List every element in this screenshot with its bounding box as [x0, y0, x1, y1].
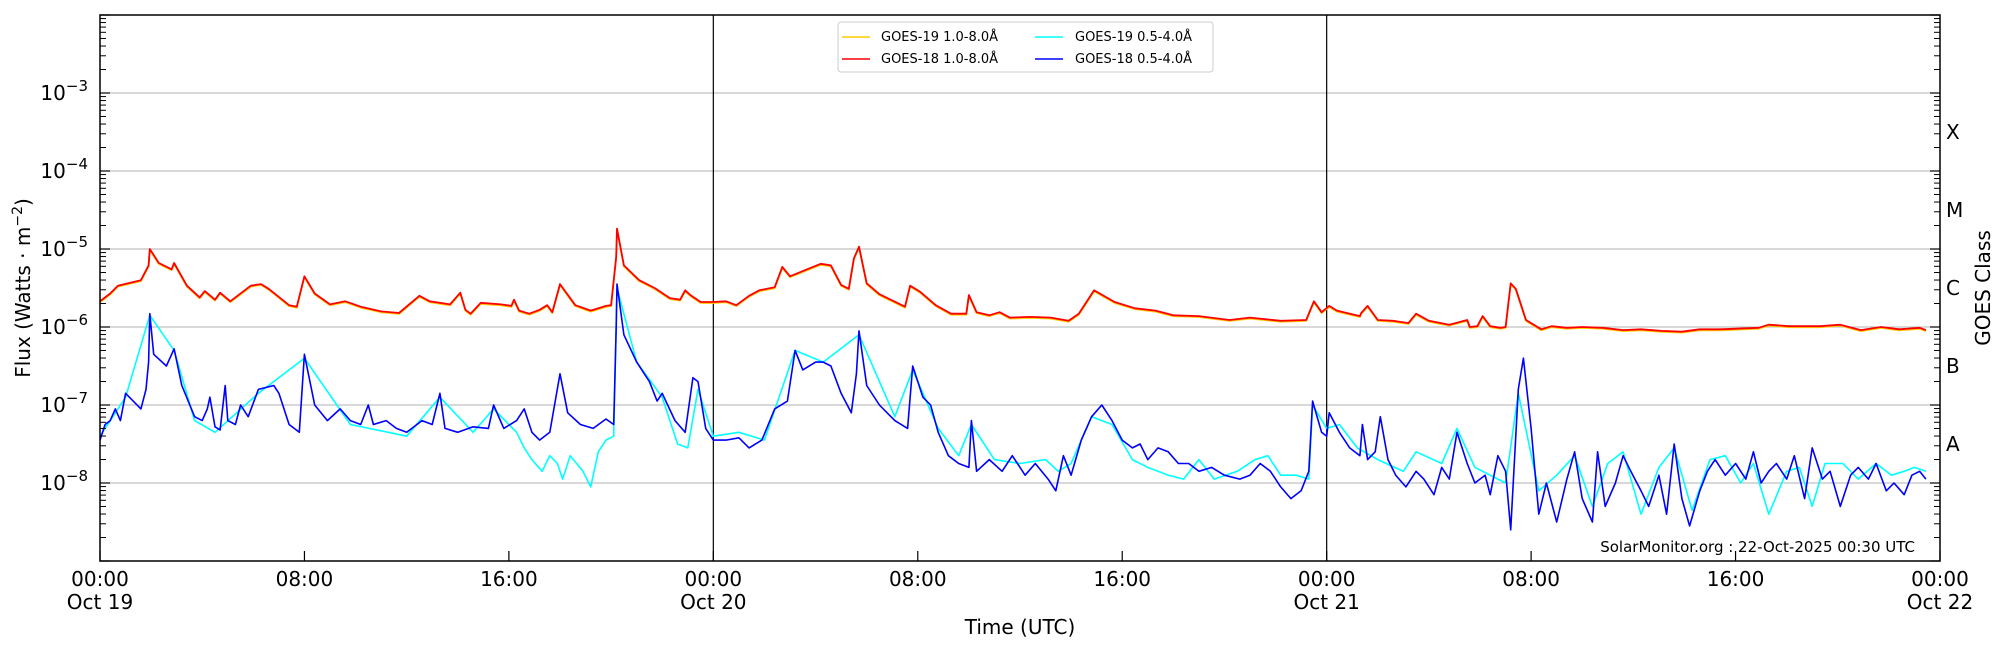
y-tick-labels: 10−3 10−4 10−5 10−6 10−7 10−8	[40, 77, 88, 495]
x-tick-date-label: Oct 20	[680, 590, 746, 614]
series-line-goes-19-0-5-4-0-	[100, 287, 1927, 515]
x-tick-time-label: 08:00	[889, 567, 947, 591]
x-tick-time-label: 08:00	[276, 567, 334, 591]
x-tick-time-label: 00:00	[71, 567, 129, 591]
legend-label: GOES-18 0.5-4.0Å	[1075, 51, 1192, 67]
credit-text: SolarMonitor.org : 22-Oct-2025 00:30 UTC	[1600, 538, 1915, 556]
legend-item-goes19-short: GOES-19 0.5-4.0Å	[1035, 29, 1192, 45]
goes-class-label-x: X	[1946, 120, 1960, 144]
goes-class-label-c: C	[1946, 276, 1960, 300]
x-tick-date-label: Oct 21	[1293, 590, 1359, 614]
y-tick-label: 10−7	[40, 389, 88, 417]
y-tick-label: 10−8	[40, 467, 88, 495]
x-tick-time-label: 16:00	[1707, 567, 1765, 591]
legend-label: GOES-19 1.0-8.0Å	[881, 29, 998, 45]
y-tick-label: 10−5	[40, 233, 88, 261]
day-separators	[712, 15, 1328, 561]
x-tick-date-label: Oct 22	[1907, 590, 1973, 614]
goes-class-labels: X M C B A	[1946, 120, 1963, 456]
data-series	[100, 227, 1927, 531]
x-tick-time-label: 00:00	[685, 567, 743, 591]
goes-class-label-m: M	[1946, 198, 1963, 222]
goes-class-label-b: B	[1946, 354, 1960, 378]
grid-lines	[100, 92, 1940, 484]
y-tick-label: 10−4	[40, 155, 88, 183]
legend-label: GOES-18 1.0-8.0Å	[881, 51, 998, 67]
y-tick-label: 10−3	[40, 77, 88, 105]
legend-item-goes18-long: GOES-18 1.0-8.0Å	[842, 51, 998, 67]
y-axis-label: Flux (Watts · m−2)	[10, 198, 35, 378]
goes-class-label-a: A	[1946, 432, 1960, 456]
plot-area	[100, 15, 1940, 561]
x-tick-time-label: 08:00	[1502, 567, 1560, 591]
x-tick-time-label: 16:00	[480, 567, 538, 591]
x-tick-time-label: 00:00	[1298, 567, 1356, 591]
x-tick-date-label: Oct 19	[67, 590, 133, 614]
series-line-goes-18-1-0-8-0-	[100, 227, 1927, 333]
y-tick-label: 10−6	[40, 311, 88, 339]
legend-item-goes18-short: GOES-18 0.5-4.0Å	[1035, 51, 1192, 67]
goes-class-axis-label: GOES Class	[1971, 230, 1995, 346]
legend-item-goes19-long: GOES-19 1.0-8.0Å	[842, 29, 998, 45]
plot-frame	[99, 14, 1941, 562]
x-axis-label: Time (UTC)	[964, 615, 1076, 639]
series-line-goes-18-0-5-4-0-	[100, 283, 1927, 531]
x-tick-time-label: 00:00	[1911, 567, 1969, 591]
legend: GOES-19 1.0-8.0Å GOES-19 0.5-4.0Å GOES-1…	[837, 21, 1214, 73]
legend-box	[837, 21, 1214, 73]
x-tick-time-label: 16:00	[1093, 567, 1151, 591]
legend-label: GOES-19 0.5-4.0Å	[1075, 29, 1192, 45]
